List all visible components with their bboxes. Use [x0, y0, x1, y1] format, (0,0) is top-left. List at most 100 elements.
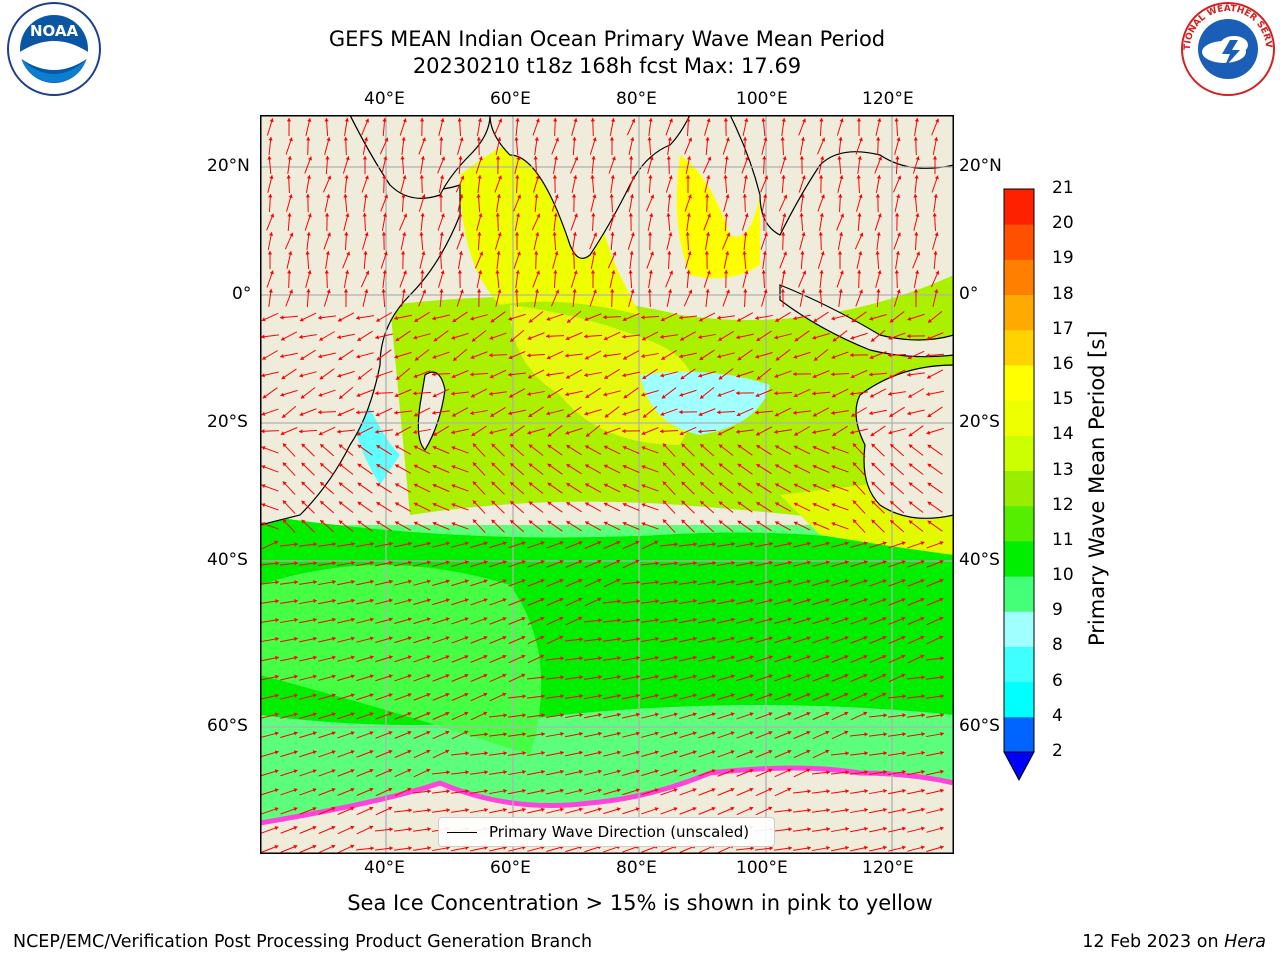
wave-arrow-head	[655, 580, 659, 585]
wave-arrow-head	[926, 430, 931, 435]
wave-arrow-head	[622, 521, 627, 526]
wave-arrow-head	[351, 560, 355, 566]
wave-arrow-head	[491, 500, 496, 505]
map-border	[260, 115, 954, 854]
wave-arrow-head	[806, 768, 811, 773]
wave-arrow-head	[598, 656, 602, 661]
wave-arrow-head	[440, 213, 445, 218]
wave-arrow-head	[350, 750, 355, 755]
wave-arrow-head	[571, 251, 576, 255]
wave-arrow-head	[522, 769, 526, 775]
wave-arrow-head	[439, 137, 444, 141]
wave-arrow-head	[825, 617, 830, 622]
wave-arrow-head	[427, 789, 431, 794]
wave-arrow-head	[787, 617, 792, 622]
colorbar	[1003, 188, 1035, 782]
wave-arrow-head	[472, 443, 477, 448]
wave-arrow-head	[736, 429, 740, 434]
wave-arrow-head	[312, 674, 317, 679]
wave-arrow-head	[768, 598, 773, 603]
wave-arrow-head	[629, 156, 634, 160]
wave-arrow-head	[293, 825, 298, 830]
wave-arrow-head	[807, 808, 811, 813]
wave-arrow-head	[869, 355, 874, 360]
wave-arrow-head	[547, 520, 552, 525]
wave-arrow-head	[806, 674, 811, 679]
wave-arrow-head	[489, 335, 494, 340]
wave-arrow-head	[768, 712, 773, 717]
wave-arrow-head	[337, 334, 341, 340]
wave-arrow-head	[838, 137, 843, 141]
wave-arrow-head	[370, 579, 374, 584]
colorbar-extend-arrow	[1003, 751, 1035, 782]
wave-arrow-head	[294, 655, 298, 660]
wave-arrow-head	[521, 579, 526, 584]
wave-arrow-head	[282, 481, 287, 486]
wave-arrow-head	[421, 194, 426, 199]
wave-arrow-head	[864, 845, 868, 850]
wave-arrow-head	[768, 787, 773, 792]
wave-arrow-head	[579, 712, 583, 718]
wave-arrow-head	[338, 317, 343, 322]
wave-arrow-head	[921, 788, 925, 793]
wave-arrow-head	[552, 232, 557, 236]
wave-arrow-head	[451, 430, 455, 435]
wave-arrow-head	[693, 617, 697, 623]
wave-arrow-head	[812, 445, 817, 450]
wave-arrow-head	[414, 318, 419, 322]
wave-arrow-head	[541, 769, 545, 775]
wave-arrow-head	[655, 599, 659, 604]
wave-arrow-head	[641, 353, 645, 359]
wave-arrow-head	[389, 846, 393, 851]
wave-arrow-head	[483, 598, 488, 603]
wave-arrow-head	[369, 636, 374, 641]
wave-arrow-head	[585, 464, 590, 469]
wave-arrow-head	[541, 788, 545, 793]
wave-arrow-head	[883, 713, 887, 718]
wave-arrow-head	[648, 270, 653, 274]
wave-arrow-head	[313, 617, 317, 623]
wave-arrow-head	[698, 412, 703, 417]
wave-arrow-head	[598, 675, 602, 680]
wave-arrow-head	[350, 787, 355, 792]
wave-arrow-head	[433, 432, 438, 436]
wave-arrow-head	[274, 826, 279, 831]
wave-arrow-head	[376, 502, 381, 506]
wave-arrow-head	[464, 692, 469, 697]
wave-arrow-head	[293, 844, 298, 849]
wave-arrow-head	[700, 444, 705, 448]
wave-arrow-head	[763, 289, 768, 294]
wave-arrow-head	[787, 730, 792, 735]
wave-arrow-head	[939, 541, 944, 546]
wave-arrow-head	[522, 732, 526, 737]
wave-arrow-head	[667, 289, 673, 293]
wave-arrow-head	[484, 732, 488, 737]
wave-arrow-head	[818, 232, 823, 236]
wave-arrow-head	[939, 807, 944, 812]
wave-arrow-head	[655, 655, 659, 661]
wave-arrow-head	[510, 520, 515, 524]
wave-arrow-head	[585, 483, 590, 488]
y-tick-right: 20°N	[959, 156, 1002, 176]
wave-arrow-head	[478, 213, 483, 218]
wave-arrow-head	[749, 617, 754, 622]
wave-arrow-head	[579, 656, 583, 661]
wave-arrow-head	[338, 501, 343, 506]
wave-arrow-head	[793, 410, 797, 415]
arabia	[349, 115, 491, 199]
wave-arrow-head	[313, 598, 317, 604]
wave-arrow-head	[477, 175, 482, 179]
wave-arrow-head	[274, 807, 279, 812]
wave-arrow-head	[711, 750, 716, 755]
wave-arrow-head	[890, 482, 895, 486]
wave-arrow-head	[940, 731, 944, 737]
wave-arrow-head	[566, 483, 571, 487]
wave-arrow-head	[756, 483, 761, 487]
wave-arrow-head	[660, 317, 665, 322]
wave-arrow-head	[320, 501, 325, 505]
wave-arrow-head	[541, 713, 545, 718]
wave-arrow-head	[502, 654, 507, 659]
wave-arrow-head	[863, 541, 868, 546]
wave-arrow-head	[388, 787, 393, 792]
wave-arrow-head	[301, 500, 306, 505]
